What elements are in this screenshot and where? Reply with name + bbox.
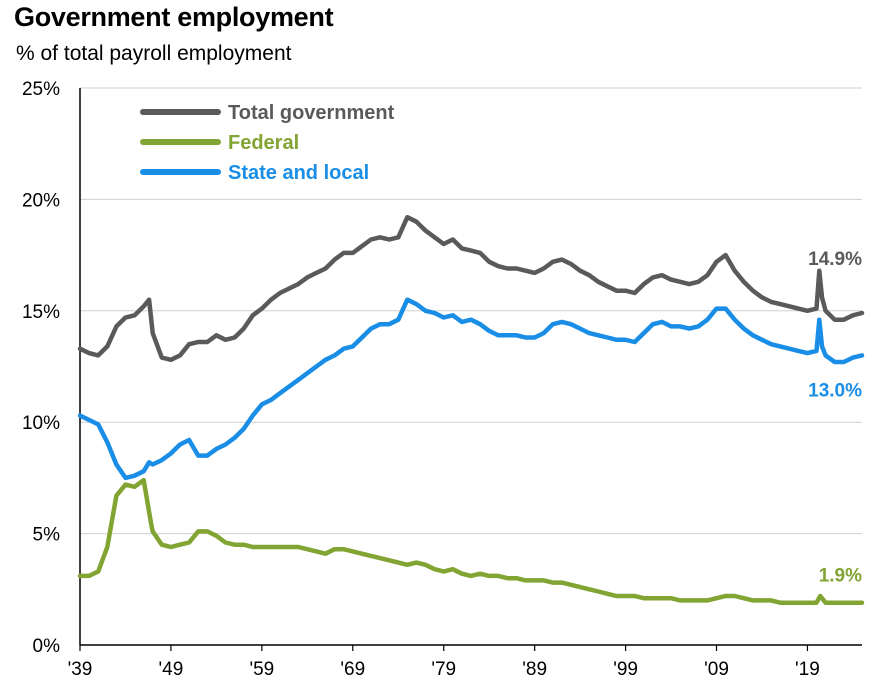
end-labels: 14.9% 1.9% 13.0% <box>808 249 862 587</box>
y-tick-label: 5% <box>33 525 61 546</box>
x-tick-label: '19 <box>795 659 820 680</box>
end-value-label: 14.9% <box>808 249 862 270</box>
end-value-label: 13.0% <box>808 380 862 401</box>
x-tick-label: '79 <box>431 659 456 680</box>
legend-label: State and local <box>228 162 369 184</box>
legend-label: Federal <box>228 132 299 154</box>
axes: 0% 5% 10% 15% 20% 25% '39 '49 '59 '69 '79 '89 '99 '09… <box>22 79 862 680</box>
series-lines <box>77 214 865 605</box>
y-tick-label: 20% <box>22 190 60 211</box>
gridlines <box>80 87 862 535</box>
x-tick-label: '69 <box>340 659 365 680</box>
y-tick-label: 25% <box>22 79 60 100</box>
series-line-federal <box>77 477 865 605</box>
x-tick-label: '59 <box>249 659 274 680</box>
x-tick-label: '39 <box>68 659 93 680</box>
y-tick-label: 15% <box>22 302 60 323</box>
series-line-total-government <box>77 214 865 363</box>
x-tick-label: '49 <box>159 659 184 680</box>
chart-title: Government employment <box>14 2 334 32</box>
y-tick-label: 0% <box>33 636 61 657</box>
series-line-state-and-local <box>77 297 865 481</box>
x-tick-label: '99 <box>613 659 638 680</box>
chart-subtitle: % of total payroll employment <box>16 42 292 65</box>
x-tick-label: '09 <box>704 659 729 680</box>
legend: Total government Federal State and local <box>140 102 395 184</box>
legend-label: Total government <box>228 102 395 124</box>
x-tick-label: '89 <box>522 659 547 680</box>
y-tick-label: 10% <box>22 413 60 434</box>
end-value-label: 1.9% <box>819 566 862 587</box>
